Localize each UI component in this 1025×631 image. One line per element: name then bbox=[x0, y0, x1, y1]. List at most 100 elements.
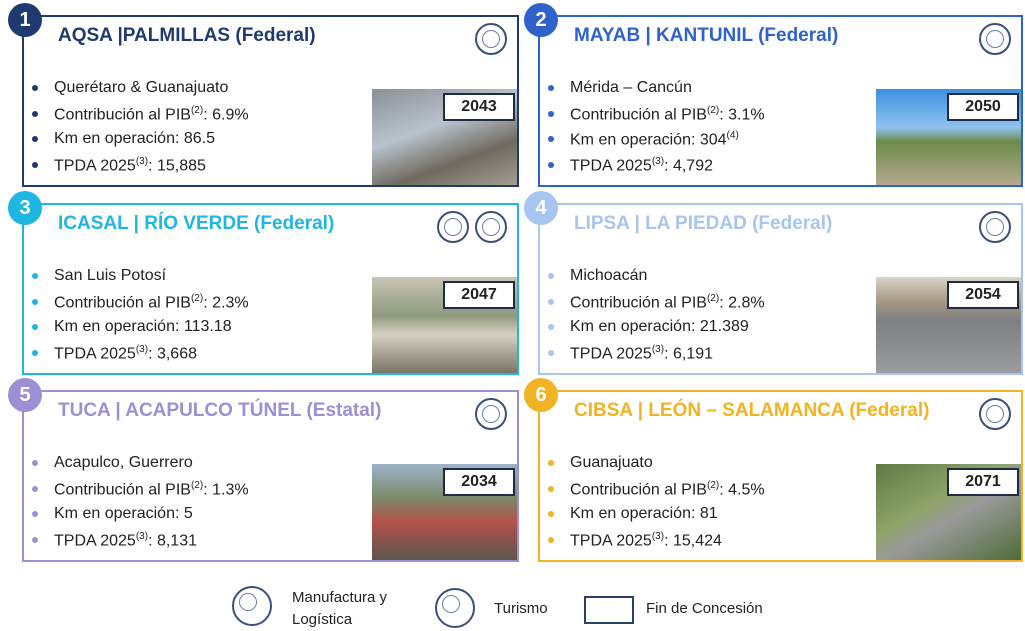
bullet-dot bbox=[548, 486, 554, 492]
bullet-dot bbox=[548, 511, 554, 517]
category-icon bbox=[979, 398, 1011, 430]
bullet: Contribución al PIB(2): 2.3% bbox=[54, 293, 249, 312]
bullet-text: : 1.3% bbox=[203, 481, 248, 498]
bullet-text: Contribución al PIB bbox=[570, 106, 707, 123]
card-title: LIPSA | LA PIEDAD (Federal) bbox=[574, 213, 832, 235]
bullet-text: Contribución al PIB bbox=[570, 481, 707, 498]
card-number: 5 bbox=[8, 378, 42, 412]
category-icon bbox=[475, 23, 507, 55]
bullet: TPDA 2025(3): 6,191 bbox=[570, 344, 713, 363]
bullet-dot bbox=[32, 486, 38, 492]
bullet-text: : 15,885 bbox=[148, 157, 206, 174]
legend-manufactura: Manufactura y Logística bbox=[292, 587, 387, 631]
bullet-text: Michoacán bbox=[570, 267, 647, 284]
footnote: (3) bbox=[652, 531, 664, 542]
bullet: Contribución al PIB(2): 6.9% bbox=[54, 105, 249, 124]
legend-text: Manufactura y bbox=[292, 587, 387, 609]
bullet-text: Km en operación: 113.18 bbox=[54, 318, 232, 335]
bullet: TPDA 2025(3): 8,131 bbox=[54, 531, 197, 550]
footnote: (4) bbox=[727, 130, 739, 141]
bullet-dot bbox=[32, 324, 38, 330]
footnote: (3) bbox=[652, 344, 664, 355]
bullet: Querétaro & Guanajuato bbox=[54, 79, 228, 97]
bullet-dot bbox=[548, 111, 554, 117]
category-icon bbox=[979, 211, 1011, 243]
card-title: ICASAL | RÍO VERDE (Federal) bbox=[58, 213, 334, 235]
legend-text: Logística bbox=[292, 609, 387, 631]
legend-concesion: Fin de Concesión bbox=[646, 600, 763, 617]
bullet-text: TPDA 2025 bbox=[570, 157, 652, 174]
bullet-dot bbox=[548, 273, 554, 279]
legend-turismo: Turismo bbox=[494, 600, 548, 617]
page: 1AQSA |PALMILLAS (Federal)2043Querétaro … bbox=[0, 0, 1025, 631]
bullet: Km en operación: 21.389 bbox=[570, 318, 749, 336]
bullet-dot bbox=[32, 511, 38, 517]
bullet-dot bbox=[548, 350, 554, 356]
bullet: TPDA 2025(3): 3,668 bbox=[54, 344, 197, 363]
card-number: 4 bbox=[524, 191, 558, 225]
bullet-dot bbox=[548, 460, 554, 466]
bullet-text: Contribución al PIB bbox=[54, 106, 191, 123]
category-icon bbox=[475, 211, 507, 243]
bullet: Contribución al PIB(2): 4.5% bbox=[570, 480, 765, 499]
bullet-text: Km en operación: 21.389 bbox=[570, 318, 749, 335]
bullet-text: : 2.8% bbox=[719, 294, 764, 311]
bullet-text: Acapulco, Guerrero bbox=[54, 454, 193, 471]
card-title: TUCA | ACAPULCO TÚNEL (Estatal) bbox=[58, 400, 381, 422]
concession-year: 2034 bbox=[443, 468, 515, 496]
card-number: 2 bbox=[524, 3, 558, 37]
bullet-text: : 6,191 bbox=[664, 345, 713, 362]
bullet-text: San Luis Potosí bbox=[54, 267, 166, 284]
category-icon bbox=[979, 23, 1011, 55]
footnote: (3) bbox=[652, 156, 664, 167]
bullet-dot bbox=[548, 162, 554, 168]
bullet-text: : 4.5% bbox=[719, 481, 764, 498]
bullet-dot bbox=[32, 162, 38, 168]
bullet-text: Km en operación: 5 bbox=[54, 505, 193, 522]
concession-year: 2043 bbox=[443, 93, 515, 121]
bullet: Contribución al PIB(2): 3.1% bbox=[570, 105, 765, 124]
legend-icon-manufactura bbox=[232, 586, 272, 626]
bullet-text: TPDA 2025 bbox=[570, 345, 652, 362]
legend-icon-turismo bbox=[435, 588, 475, 628]
bullet-dot bbox=[32, 111, 38, 117]
bullet-dot bbox=[32, 537, 38, 543]
bullet-text: TPDA 2025 bbox=[570, 532, 652, 549]
bullet-text: Querétaro & Guanajuato bbox=[54, 79, 228, 96]
bullet-text: : 6.9% bbox=[203, 106, 248, 123]
bullet-text: TPDA 2025 bbox=[54, 532, 136, 549]
bullet-dot bbox=[548, 136, 554, 142]
bullet: TPDA 2025(3): 15,885 bbox=[54, 156, 206, 175]
category-icon bbox=[475, 398, 507, 430]
footnote: (2) bbox=[707, 293, 719, 304]
bullet-text: : 15,424 bbox=[664, 532, 722, 549]
bullet-dot bbox=[32, 273, 38, 279]
bullet-dot bbox=[32, 299, 38, 305]
bullet: Acapulco, Guerrero bbox=[54, 454, 193, 472]
card-title: CIBSA | LEÓN – SALAMANCA (Federal) bbox=[574, 400, 929, 422]
card-number: 6 bbox=[524, 378, 558, 412]
footnote: (3) bbox=[136, 531, 148, 542]
bullet-text: Contribución al PIB bbox=[54, 481, 191, 498]
bullet: Km en operación: 113.18 bbox=[54, 318, 232, 336]
bullet-text: Km en operación: 86.5 bbox=[54, 130, 215, 147]
bullet: Guanajuato bbox=[570, 454, 653, 472]
footnote: (2) bbox=[191, 105, 203, 116]
bullet: Mérida – Cancún bbox=[570, 79, 692, 97]
bullet: TPDA 2025(3): 15,424 bbox=[570, 531, 722, 550]
bullet: Michoacán bbox=[570, 267, 647, 285]
bullet-dot bbox=[32, 136, 38, 142]
bullet-dot bbox=[548, 299, 554, 305]
bullet-text: : 4,792 bbox=[664, 157, 713, 174]
bullet-text: Guanajuato bbox=[570, 454, 653, 471]
bullet: San Luis Potosí bbox=[54, 267, 166, 285]
bullet: Contribución al PIB(2): 2.8% bbox=[570, 293, 765, 312]
category-icon bbox=[437, 211, 469, 243]
bullet-dot bbox=[548, 324, 554, 330]
bullet: Km en operación: 5 bbox=[54, 505, 193, 523]
